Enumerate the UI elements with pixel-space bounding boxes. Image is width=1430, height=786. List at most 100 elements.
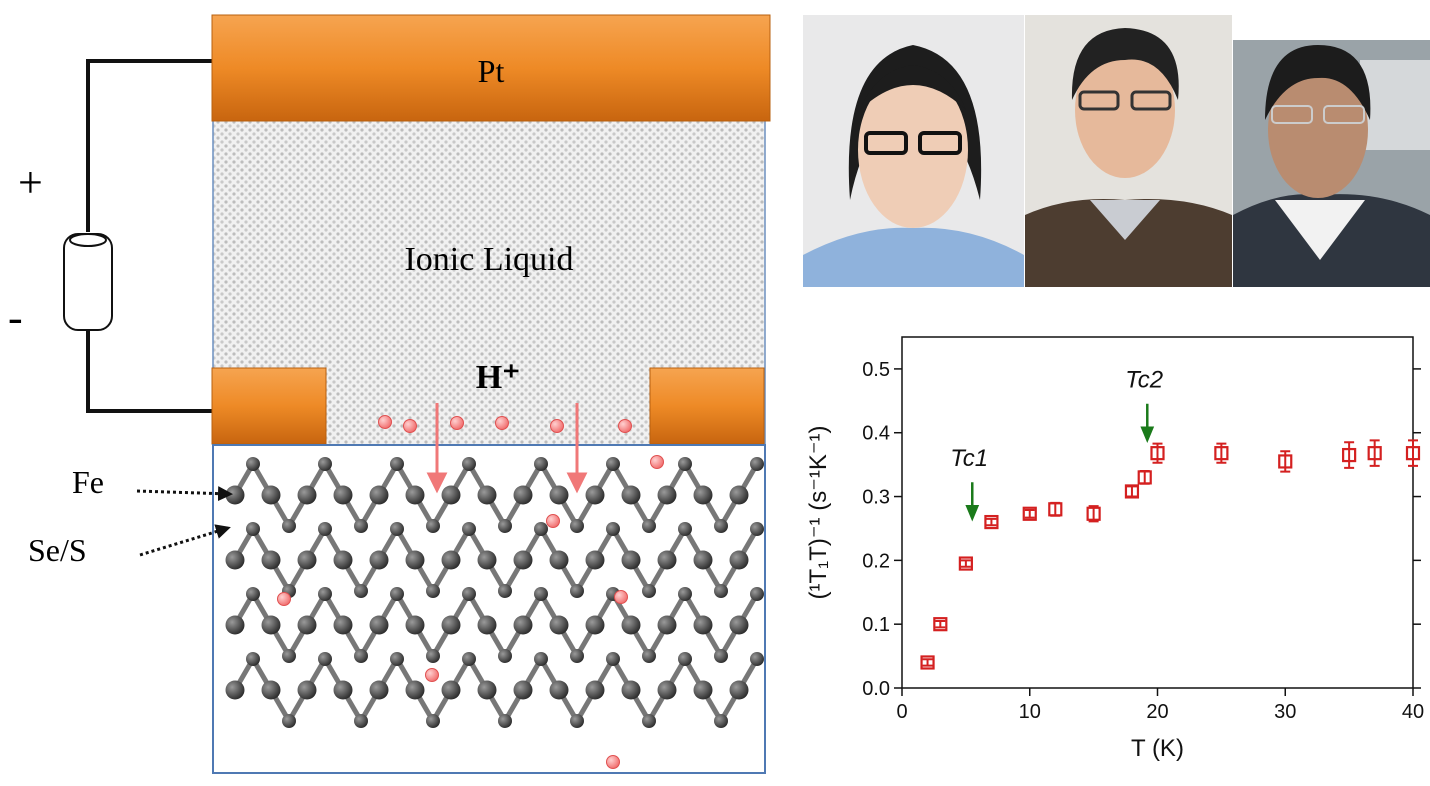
point: [1214, 446, 1229, 461]
se-atom: [570, 714, 584, 728]
x-tick-label: 30: [1274, 701, 1296, 723]
point: [1342, 447, 1357, 463]
se-atom: [678, 587, 692, 601]
circuit: [63, 59, 212, 413]
fe-atom: [297, 615, 317, 635]
se-atom: [534, 457, 548, 471]
se-atom: [390, 522, 404, 536]
proton: [495, 416, 509, 430]
se-label: Se/S: [28, 532, 87, 568]
annotation-label: Tc1: [950, 445, 988, 472]
point: [958, 556, 973, 571]
proton: [614, 590, 628, 604]
fe-atom: [261, 615, 281, 635]
se-atom: [534, 522, 548, 536]
error-bar: [986, 517, 997, 527]
point: [1367, 446, 1382, 461]
fe-atom: [441, 615, 461, 635]
fe-atom: [477, 485, 497, 505]
fe-atom: [225, 550, 245, 570]
se-atom: [678, 457, 692, 471]
fe-atom: [513, 485, 533, 505]
error-bar: [960, 559, 971, 568]
se-atom: [354, 584, 368, 598]
fe-atom: [333, 615, 353, 635]
point: [1137, 470, 1152, 485]
se-atom: [462, 652, 476, 666]
se-atom: [462, 457, 476, 471]
fe-atom: [225, 615, 245, 635]
se-atom: [642, 714, 656, 728]
x-tick-label: 10: [1019, 701, 1041, 723]
fe-atom: [693, 485, 713, 505]
se-atom: [282, 649, 296, 663]
se-atom: [318, 457, 332, 471]
error-bar: [1050, 501, 1061, 517]
annotation-label: Tc2: [1125, 367, 1163, 394]
se-atom: [606, 522, 620, 536]
point: [1022, 506, 1037, 521]
fe-atom: [405, 550, 425, 570]
se-atom: [714, 584, 728, 598]
se-atom: [498, 519, 512, 533]
error-bar: [1369, 439, 1380, 467]
fe-atom: [693, 615, 713, 635]
y-tick-label: 0.2: [862, 550, 890, 572]
se-atom: [282, 714, 296, 728]
se-atom: [318, 652, 332, 666]
se-atom: [390, 587, 404, 601]
error-bar: [1126, 485, 1137, 498]
fe-atom: [693, 550, 713, 570]
point: [1086, 506, 1101, 521]
se-atom: [354, 714, 368, 728]
fe-atom: [729, 485, 749, 505]
fe-atom: [261, 485, 281, 505]
fe-atom: [261, 680, 281, 700]
fe-atom: [513, 550, 533, 570]
lattice: [225, 457, 764, 728]
fe-atom: [657, 680, 677, 700]
annotation-arrow: [1140, 403, 1155, 443]
se-atom: [354, 649, 368, 663]
fe-atom: [513, 615, 533, 635]
proton: [618, 419, 632, 433]
fe-atom: [657, 615, 677, 635]
fe-atom: [585, 680, 605, 700]
se-atom: [246, 587, 260, 601]
fe-atom: [477, 615, 497, 635]
se-atom: [534, 652, 548, 666]
y-tick-label: 0.0: [862, 678, 890, 700]
photo: [1025, 15, 1232, 287]
fe-atom: [369, 550, 389, 570]
fe-atom: [729, 550, 749, 570]
point: [1150, 446, 1165, 461]
proton: [546, 514, 560, 528]
se-atom: [714, 649, 728, 663]
fe-atom: [441, 485, 461, 505]
fe-atom: [585, 550, 605, 570]
fe-atom: [225, 680, 245, 700]
fe-atom: [441, 680, 461, 700]
photo: [803, 15, 1024, 287]
se-atom: [246, 457, 260, 471]
fe-atom: [621, 615, 641, 635]
fe-atom: [513, 680, 533, 700]
se-atom: [426, 649, 440, 663]
point: [1124, 484, 1140, 499]
fe-atom: [549, 550, 569, 570]
error-bar: [1344, 441, 1355, 469]
minus-sign: -: [8, 293, 23, 342]
se-atom: [318, 587, 332, 601]
proton: [450, 416, 464, 430]
se-atom: [642, 649, 656, 663]
fe-atom: [477, 550, 497, 570]
fe-atom: [369, 615, 389, 635]
fe-atom: [693, 680, 713, 700]
fe-atom: [549, 680, 569, 700]
fe-atom: [369, 680, 389, 700]
se-atom: [642, 519, 656, 533]
se-atom: [462, 522, 476, 536]
se-atom: [282, 519, 296, 533]
se-atom: [318, 522, 332, 536]
